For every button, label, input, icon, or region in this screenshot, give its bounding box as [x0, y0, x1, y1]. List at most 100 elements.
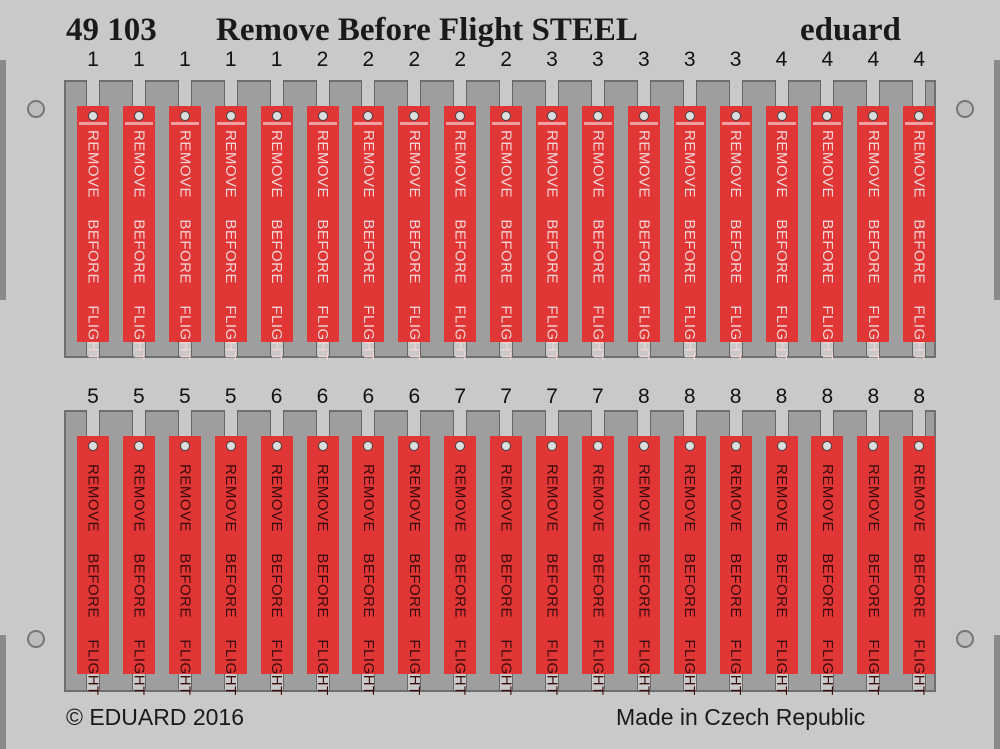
- attachment-tab: [728, 674, 743, 690]
- attachment-tab: [407, 674, 422, 690]
- attachment-tab: [499, 410, 514, 436]
- part-number: 8: [867, 385, 880, 408]
- attachment-tab: [269, 80, 284, 106]
- part-number: 8: [637, 385, 650, 408]
- tag-text: REMOVE BEFORE FLIGHT: [543, 130, 561, 362]
- part-number: 8: [729, 385, 742, 408]
- flag-tag: REMOVE BEFORE FLIGHT: [536, 106, 568, 362]
- flag-tag: REMOVE BEFORE FLIGHT: [352, 106, 385, 362]
- tag-text: REMOVE BEFORE FLIGHT: [497, 464, 515, 696]
- tag-text: REMOVE BEFORE FLIGHT: [130, 464, 148, 696]
- tag-text: REMOVE BEFORE FLIGHT: [773, 130, 790, 362]
- flag-tag: REMOVE BEFORE FLIGHT: [77, 106, 109, 362]
- attachment-tab: [912, 410, 927, 436]
- rivet-icon: [317, 111, 328, 121]
- tag-stripe: [446, 122, 475, 125]
- attachment-tab: [728, 410, 743, 436]
- tag-stripe: [583, 122, 612, 125]
- rivet-icon: [179, 111, 190, 121]
- rivet-icon: [684, 441, 695, 451]
- attachment-tab: [407, 342, 422, 356]
- attachment-tab: [912, 342, 927, 356]
- attachment-tab: [545, 342, 559, 356]
- mounting-hole: [27, 630, 45, 648]
- attachment-tab: [223, 342, 238, 356]
- tag-text: REMOVE BEFORE FLIGHT: [773, 464, 790, 696]
- attachment-tab: [774, 410, 789, 436]
- rivet-icon: [730, 111, 741, 121]
- rivet-icon: [547, 111, 557, 121]
- tag-stripe: [170, 122, 199, 125]
- rivet-icon: [592, 441, 603, 451]
- attachment-tab: [774, 80, 789, 106]
- rivet-icon: [547, 441, 557, 451]
- rivet-icon: [179, 441, 190, 451]
- attachment-tab: [499, 80, 514, 106]
- part-number: 3: [683, 48, 696, 71]
- part-number: 4: [775, 48, 788, 71]
- attachment-tab: [361, 674, 376, 690]
- part-number: 2: [316, 48, 329, 71]
- copyright: © EDUARD 2016: [66, 704, 245, 730]
- tag-stripe: [905, 122, 934, 125]
- attachment-tab: [177, 410, 192, 436]
- tag-text: REMOVE BEFORE FLIGHT: [589, 130, 607, 362]
- attachment-tab: [315, 410, 330, 436]
- flag-tag: REMOVE BEFORE FLIGHT: [398, 106, 431, 362]
- fret-edge-left-bottom: [0, 635, 6, 749]
- attachment-tab: [315, 342, 330, 356]
- rivet-icon: [868, 111, 879, 121]
- part-number: 7: [454, 385, 467, 408]
- attachment-tab: [682, 674, 697, 690]
- attachment-tab: [682, 80, 697, 106]
- tag-text: REMOVE BEFORE FLIGHT: [130, 130, 148, 362]
- tag-text: REMOVE BEFORE FLIGHT: [864, 464, 882, 696]
- part-number: 2: [408, 48, 421, 71]
- rivet-icon: [363, 441, 374, 451]
- attachment-tab: [269, 342, 284, 356]
- attachment-tab: [682, 342, 697, 356]
- attachment-tab: [86, 80, 100, 106]
- part-number: 1: [270, 48, 283, 71]
- attachment-tab: [453, 674, 468, 690]
- attachment-tab: [269, 410, 284, 436]
- rivet-icon: [638, 441, 649, 451]
- tag-text: REMOVE BEFORE FLIGHT: [497, 130, 515, 362]
- attachment-tab: [269, 674, 284, 690]
- rivet-icon: [225, 111, 236, 121]
- attachment-tab: [131, 674, 146, 690]
- tag-stripe: [216, 122, 245, 125]
- rivet-icon: [914, 441, 925, 451]
- flag-tag: REMOVE BEFORE FLIGHT: [811, 436, 844, 696]
- flag-tag: REMOVE BEFORE FLIGHT: [673, 436, 706, 696]
- part-number: 8: [683, 385, 696, 408]
- tag-text: REMOVE BEFORE FLIGHT: [635, 464, 653, 696]
- attachment-tab: [636, 80, 651, 106]
- tag-stripe: [400, 122, 429, 125]
- attachment-tab: [545, 410, 559, 436]
- attachment-tab: [820, 80, 835, 106]
- flag-tag: REMOVE BEFORE FLIGHT: [352, 436, 385, 696]
- tag-stripe: [124, 122, 153, 125]
- attachment-tab: [866, 80, 881, 106]
- part-number: 5: [87, 385, 99, 408]
- flag-tag: REMOVE BEFORE FLIGHT: [719, 106, 752, 362]
- attachment-tab: [866, 674, 881, 690]
- attachment-tab: [315, 80, 330, 106]
- tag-stripe: [721, 122, 750, 125]
- flag-tag: REMOVE BEFORE FLIGHT: [857, 436, 890, 696]
- attachment-tab: [590, 410, 605, 436]
- tag-text: REMOVE BEFORE FLIGHT: [84, 464, 102, 696]
- attachment-tab: [223, 410, 238, 436]
- attachment-tab: [407, 410, 422, 436]
- attachment-tab: [545, 674, 559, 690]
- flag-tag: REMOVE BEFORE FLIGHT: [214, 106, 247, 362]
- attachment-tab: [131, 410, 146, 436]
- part-number: 5: [178, 385, 191, 408]
- tag-text: REMOVE BEFORE FLIGHT: [222, 130, 240, 362]
- attachment-tab: [223, 674, 238, 690]
- rivet-icon: [501, 441, 512, 451]
- tag-stripe: [308, 122, 337, 125]
- tag-text: REMOVE BEFORE FLIGHT: [543, 464, 561, 696]
- rivet-icon: [501, 111, 512, 121]
